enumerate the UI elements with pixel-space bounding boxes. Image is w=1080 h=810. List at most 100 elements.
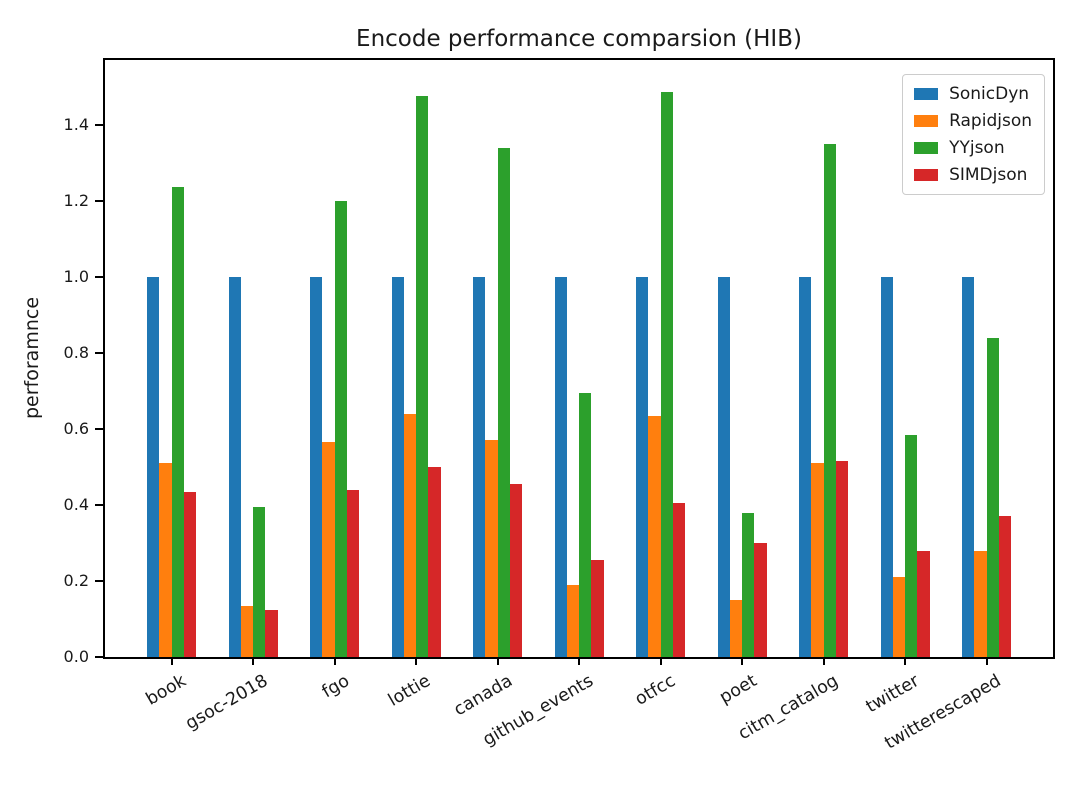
y-tick-label: 0.4	[63, 494, 89, 514]
x-tick-label-twitter: twitter	[863, 671, 924, 718]
bar-SIMDjson-twitter	[917, 550, 930, 657]
y-tick-mark	[95, 351, 103, 354]
legend-label: SIMDjson	[949, 165, 1028, 185]
y-tick-mark	[95, 199, 103, 202]
bar-Rapidjson-twitterescaped	[974, 550, 987, 657]
x-tick-label-lottie: lottie	[385, 671, 435, 711]
bar-Rapidjson-gsoc-2018	[240, 605, 254, 657]
y-tick-mark	[95, 503, 103, 506]
y-tick-label: 0.2	[63, 570, 89, 590]
bar-SonicDyn-poet	[717, 276, 730, 657]
bar-SIMDjson-otfcc	[672, 503, 686, 657]
legend-swatch-icon	[914, 115, 939, 127]
y-tick-mark	[95, 275, 103, 278]
x-tick-mark	[741, 657, 744, 665]
x-tick-mark	[985, 657, 988, 665]
y-tick-label: 1.2	[63, 190, 89, 210]
bar-YYjson-citm_catalog	[823, 143, 836, 657]
legend-item-SonicDyn: SonicDyn	[914, 84, 1032, 104]
chart-title: Encode performance comparsion (HIB)	[356, 26, 802, 52]
bar-group-gsoc-2018	[228, 276, 278, 657]
legend-item-Rapidjson: Rapidjson	[914, 111, 1032, 131]
bar-SIMDjson-github_events	[591, 560, 604, 657]
bar-group-twitter	[880, 276, 930, 657]
bar-group-twitterescaped	[962, 276, 1012, 657]
legend-label: YYjson	[949, 138, 1005, 158]
bar-group-otfcc	[636, 92, 686, 657]
y-tick-mark	[95, 123, 103, 126]
y-axis-label: perforamnce	[21, 296, 43, 420]
bar-Rapidjson-github_events	[566, 584, 580, 657]
legend-label: SonicDyn	[949, 84, 1030, 104]
bar-SonicDyn-book	[147, 276, 160, 657]
bar-YYjson-fgo	[334, 200, 347, 657]
y-tick-mark	[95, 427, 103, 430]
x-tick-mark	[333, 657, 336, 665]
legend-label: Rapidjson	[949, 111, 1032, 131]
bar-SonicDyn-github_events	[554, 276, 567, 657]
bar-SonicDyn-otfcc	[636, 276, 649, 657]
x-tick-label-book: book	[142, 671, 190, 710]
bar-SonicDyn-twitterescaped	[962, 276, 975, 657]
bar-SIMDjson-gsoc-2018	[265, 609, 278, 657]
y-tick-label: 0.8	[63, 342, 89, 362]
bar-Rapidjson-twitter	[892, 577, 906, 657]
x-tick-mark	[496, 657, 499, 665]
bar-SonicDyn-lottie	[391, 276, 404, 657]
x-tick-mark	[904, 657, 907, 665]
x-tick-mark	[252, 657, 255, 665]
plot-area: 0.0 0.2 0.4 0.6 0.8 1.0 1.2 1.4 book gsoc-2018 fg…	[64, 58, 1055, 754]
y-tick-mark	[95, 656, 103, 658]
legend-item-SIMDjson: SIMDjson	[914, 165, 1032, 185]
bar-YYjson-poet	[742, 512, 755, 657]
bar-SIMDjson-fgo	[346, 489, 360, 657]
y-tick-mark	[95, 579, 103, 582]
bar-YYjson-lottie	[416, 96, 429, 657]
bar-SonicDyn-fgo	[310, 276, 323, 657]
x-tick-mark	[170, 657, 173, 665]
y-tick-label: 0.6	[63, 418, 89, 438]
x-tick-label-fgo: fgo	[318, 671, 353, 703]
bar-SIMDjson-citm_catalog	[835, 461, 849, 657]
legend-swatch-icon	[914, 142, 939, 154]
bar-Rapidjson-fgo	[322, 442, 335, 657]
bar-SIMDjson-poet	[754, 542, 767, 657]
y-tick-label: 1.0	[63, 266, 89, 286]
bar-Rapidjson-citm_catalog	[811, 463, 824, 657]
bar-group-poet	[717, 276, 767, 657]
bar-YYjson-book	[171, 187, 184, 657]
bar-group-github_events	[554, 276, 604, 657]
bar-SIMDjson-twitterescaped	[998, 516, 1012, 657]
x-tick-mark	[578, 657, 581, 665]
legend-swatch-icon	[914, 88, 939, 100]
x-tick-label-poet: poet	[716, 671, 761, 709]
bar-SonicDyn-citm_catalog	[799, 276, 812, 657]
bar-group-canada	[473, 147, 523, 657]
bar-SonicDyn-canada	[473, 276, 486, 657]
y-tick-label: 1.4	[63, 114, 89, 134]
bar-group-lottie	[391, 96, 441, 657]
bar-SonicDyn-gsoc-2018	[228, 276, 241, 657]
legend-swatch-icon	[914, 169, 939, 181]
x-tick-label-gsoc-2018: gsoc-2018	[182, 671, 272, 735]
bar-Rapidjson-lottie	[403, 413, 417, 657]
bar-group-book	[147, 187, 197, 657]
bar-YYjson-canada	[497, 147, 510, 657]
bar-YYjson-twitter	[905, 434, 918, 657]
bar-SIMDjson-book	[183, 491, 197, 657]
x-tick-mark	[822, 657, 825, 665]
x-tick-mark	[415, 657, 418, 665]
bar-YYjson-otfcc	[660, 92, 673, 657]
bar-SIMDjson-canada	[509, 484, 523, 657]
x-tick-label-otfcc: otfcc	[631, 671, 679, 710]
x-tick-label-canada: canada	[450, 671, 516, 721]
bar-group-citm_catalog	[799, 143, 849, 657]
legend-item-YYjson: YYjson	[914, 138, 1032, 158]
legend: SonicDyn Rapidjson YYjson SIMDjson	[902, 74, 1045, 195]
bar-YYjson-twitterescaped	[986, 337, 999, 657]
x-tick-mark	[659, 657, 662, 665]
bar-SIMDjson-lottie	[428, 466, 441, 657]
bar-Rapidjson-otfcc	[648, 415, 661, 657]
bar-SonicDyn-twitter	[880, 276, 893, 657]
